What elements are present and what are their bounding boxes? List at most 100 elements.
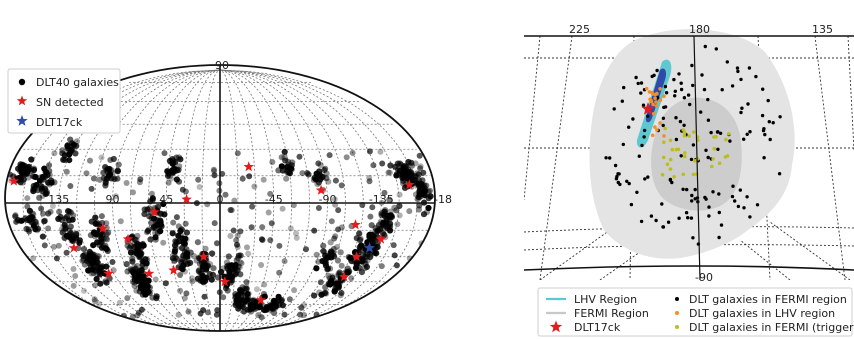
dlt-galaxy-point (742, 206, 746, 210)
galaxy-point (196, 260, 204, 267)
triggered-galaxy-point (682, 154, 687, 159)
dlt-galaxy-point (685, 187, 689, 192)
dlt-galaxy-point (673, 89, 677, 94)
galaxy-point (62, 156, 69, 164)
galaxy-point (315, 160, 322, 167)
galaxy-point (91, 296, 98, 303)
zoom-legend-box (537, 287, 853, 337)
galaxy-point (133, 287, 140, 294)
legend-orange-dot-icon (675, 311, 679, 315)
meridian-line (40, 69, 221, 331)
galaxy-point (173, 176, 180, 183)
galaxy-point (379, 160, 386, 167)
dlt-galaxy-point (725, 60, 729, 64)
galaxy-point (160, 239, 167, 246)
dlt-galaxy-point (668, 177, 673, 182)
galaxy-point (276, 242, 283, 249)
triggered-galaxy-point (724, 137, 728, 142)
galaxy-point (76, 239, 83, 246)
galaxy-point (399, 180, 407, 187)
galaxy-point (231, 197, 238, 204)
galaxy-point (30, 255, 37, 262)
galaxy-point (370, 162, 377, 169)
galaxy-point (12, 212, 19, 219)
dlt-galaxy-point (702, 87, 707, 92)
dlt-galaxy-point (730, 194, 735, 199)
galaxy-point (139, 240, 146, 247)
dlt-galaxy-point (614, 177, 619, 181)
dlt-galaxy-point (717, 210, 721, 215)
galaxy-point (26, 228, 33, 235)
galaxy-point (156, 226, 163, 233)
triggered-galaxy-point (682, 130, 687, 135)
galaxy-point (421, 192, 428, 199)
galaxy-point (233, 237, 240, 244)
galaxy-point (230, 227, 237, 234)
galaxy-point (102, 182, 109, 189)
dlt17ck-star (641, 102, 655, 115)
galaxy-point (267, 190, 274, 197)
galaxy-point (390, 242, 397, 249)
galaxy-point (248, 224, 255, 231)
dlt-galaxy-point (706, 97, 710, 102)
dlt-galaxy-point (714, 47, 718, 51)
galaxy-point (234, 295, 240, 302)
galaxy-point (349, 149, 356, 156)
tick-lat-90: 90 (215, 59, 229, 72)
dlt-galaxy-point (661, 225, 665, 229)
galaxy-point (124, 295, 131, 302)
galaxy-point (234, 150, 241, 157)
galaxy-point (364, 257, 371, 264)
galaxy-point (103, 263, 110, 270)
galaxy-point (386, 169, 393, 176)
galaxy-point (385, 169, 392, 176)
dlt-galaxy-point (650, 74, 654, 79)
galaxy-point (332, 233, 339, 240)
galaxy-point (396, 191, 403, 198)
triggered-galaxy-point (687, 134, 691, 138)
galaxy-point (327, 265, 334, 272)
triggered-galaxy-point (681, 172, 686, 177)
dlt-galaxy-point (717, 235, 721, 240)
galaxy-point (417, 185, 424, 192)
galaxy-point (83, 170, 90, 177)
galaxy-point (132, 236, 139, 243)
galaxy-point (161, 211, 168, 218)
galaxy-point (356, 230, 363, 237)
dlt-galaxy-point (618, 182, 622, 187)
galaxy-point (94, 262, 101, 269)
dlt-galaxy-point (742, 137, 746, 141)
dlt-galaxy-point (709, 130, 713, 135)
galaxy-point (177, 287, 184, 294)
dlt-galaxy-point (641, 103, 646, 107)
galaxy-point (178, 226, 185, 233)
galaxy-point (195, 176, 202, 183)
meridian-line (183, 69, 221, 331)
galaxy-point (281, 311, 288, 318)
galaxy-point (165, 179, 172, 186)
galaxy-point (55, 242, 62, 249)
galaxy-point (412, 160, 419, 167)
galaxy-point (97, 280, 104, 287)
dlt-galaxy-point (767, 120, 771, 124)
triggered-galaxy-point (672, 175, 676, 179)
galaxy-point (114, 175, 121, 182)
galaxy-point (105, 174, 112, 181)
galaxy-point (114, 167, 121, 174)
galaxy-point (254, 286, 260, 293)
tick-lon: -18 (434, 193, 452, 206)
galaxy-point (98, 239, 105, 246)
dlt-galaxy-point (691, 236, 695, 240)
galaxy-point (373, 230, 380, 237)
galaxy-point (67, 148, 74, 155)
galaxy-point (259, 224, 266, 231)
galaxy-point (193, 257, 200, 264)
dlt-galaxy-point (666, 220, 671, 224)
zoom-meridian-line (814, 35, 846, 280)
galaxy-point (93, 276, 100, 283)
legend-label-dlt-fermi: DLT galaxies in FERMI region (689, 293, 847, 306)
galaxy-point (313, 251, 320, 258)
galaxy-point (21, 171, 28, 178)
galaxy-point (90, 175, 97, 182)
galaxy-point (413, 170, 420, 177)
